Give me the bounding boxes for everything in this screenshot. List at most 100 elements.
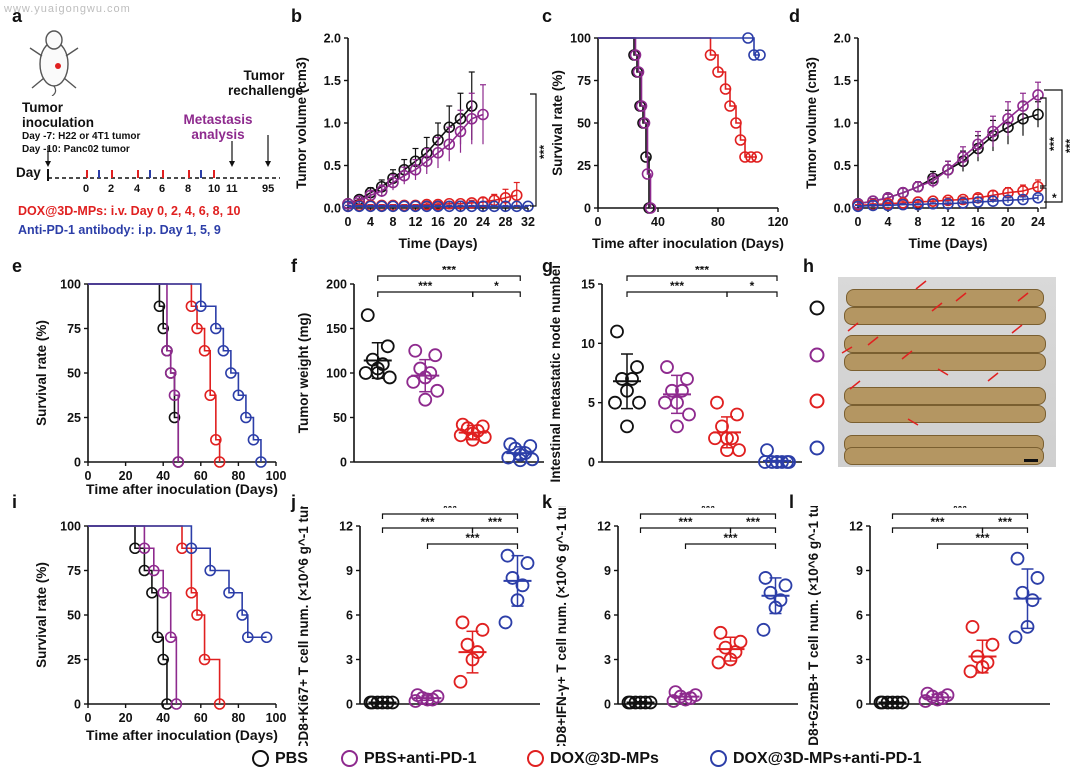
significance-label: * [494,279,499,293]
metastasis-arrows [841,280,1029,426]
intestine-strip-1 [846,289,1044,307]
y-tick-label: 12 [339,520,353,534]
data-point [882,199,894,212]
y-tick-label: 3 [346,653,353,667]
data-point [387,176,399,189]
significance-bracket [729,527,777,533]
y-tick-label: 6 [346,609,353,623]
data-point [370,361,385,376]
intestine-strip-6 [844,405,1046,423]
data-point [1032,180,1044,193]
data-point [185,586,198,599]
x-tick-label: 20 [119,469,133,483]
data-point [635,100,648,112]
x-tick-label: 80 [711,215,725,229]
y-tick-label: 150 [326,322,347,336]
significance-bracket [377,275,521,281]
chart-k: 0 3 6 9 12 CD8+IFN-γ+ T cell num. (×10^6 g^-1… [554,506,798,746]
y-tick-label: 0 [74,456,81,470]
data-point [682,407,696,422]
series-pbs-anti-pd-1 [88,525,183,710]
y-axis-label: Survival rate (%) [550,70,565,176]
significance-bracket [530,93,537,207]
data-point [625,372,639,386]
y-tick-label: 5 [588,396,595,410]
group-pbs [608,324,646,434]
x-tick-label: 0 [855,215,862,229]
data-point [770,455,784,469]
data-point [475,622,490,637]
day-tick-0: 0 [83,183,90,195]
significance-label: *** [1063,139,1077,153]
data-point [1032,108,1044,121]
x-axis-label: Time after inoculation (Days) [86,727,278,743]
data-point [987,195,999,207]
data-point [632,395,646,410]
data-point [975,660,990,674]
significance-label: *** [953,506,967,515]
group-dox-3d-mps [453,417,492,447]
series-dox-3d-mps-anti-pd-1 [88,525,273,644]
data-point [666,694,681,708]
data-point [240,411,252,424]
data-point [157,653,169,666]
data-point [454,125,467,138]
day-tick-8: 8 [185,183,192,195]
panel-letter-a: a [12,6,23,26]
y-tick-label: 10 [581,337,595,351]
legend-label-pbs: PBS [275,750,308,767]
group-dox-3d-mps [453,615,490,689]
y-tick-label: 0.0 [834,202,851,216]
data-point [380,695,395,710]
data-point [430,383,445,398]
series-dox-3d-mps-anti-pd-1 [598,32,766,61]
data-point [247,433,260,446]
panel-letter-j: j [291,492,297,512]
x-tick-label: 28 [499,215,513,229]
data-point [191,609,203,621]
series-line-pbs [88,525,168,704]
data-point [418,392,433,407]
data-point [972,196,984,208]
group-pbs-anti-pd-1 [918,686,955,708]
data-point [360,308,375,323]
y-tick-label: 1.5 [324,74,341,88]
data-point [1030,571,1045,585]
data-point [138,542,151,555]
x-tick-label: 40 [651,215,665,229]
x-tick-label: 4 [885,215,892,229]
data-point [615,372,629,386]
data-point [985,637,1000,652]
y-tick-label: 50 [577,117,591,131]
x-tick-label: 0 [595,215,602,229]
series-dox-3d-mps [598,37,763,163]
inoculation-line-1: Day -7: H22 or 4T1 tumor [22,131,141,142]
photo-group-markers [809,300,825,456]
panel-letter-h: h [803,256,814,276]
y-tick-label: 100 [570,32,591,46]
group-dox-3d-mps-anti-pd-1 [498,548,535,630]
data-point [380,339,395,354]
legend-item-dox: DOX@3D-MPs [527,750,659,774]
y-tick-label: 2.0 [324,32,341,46]
data-point [465,432,480,447]
x-tick-label: 24 [476,215,490,229]
x-tick-label: 100 [266,711,287,725]
data-point [620,419,634,434]
data-point [719,83,732,95]
y-tick-label: 100 [60,520,81,534]
series-line-pbs-anti-pd-1 [598,37,652,208]
data-point [385,695,400,710]
x-tick-label: 40 [156,711,170,725]
data-point [213,456,226,468]
data-point [760,443,774,458]
chart-g: 0 5 10 15 Intestinal metastatic node number *… [548,266,802,483]
data-point [510,593,525,608]
data-point [157,586,169,599]
data-point [852,200,864,213]
data-point [151,631,164,644]
data-point [465,200,478,213]
panel-letter-l: l [789,492,795,512]
significance-label: *** [443,506,457,515]
